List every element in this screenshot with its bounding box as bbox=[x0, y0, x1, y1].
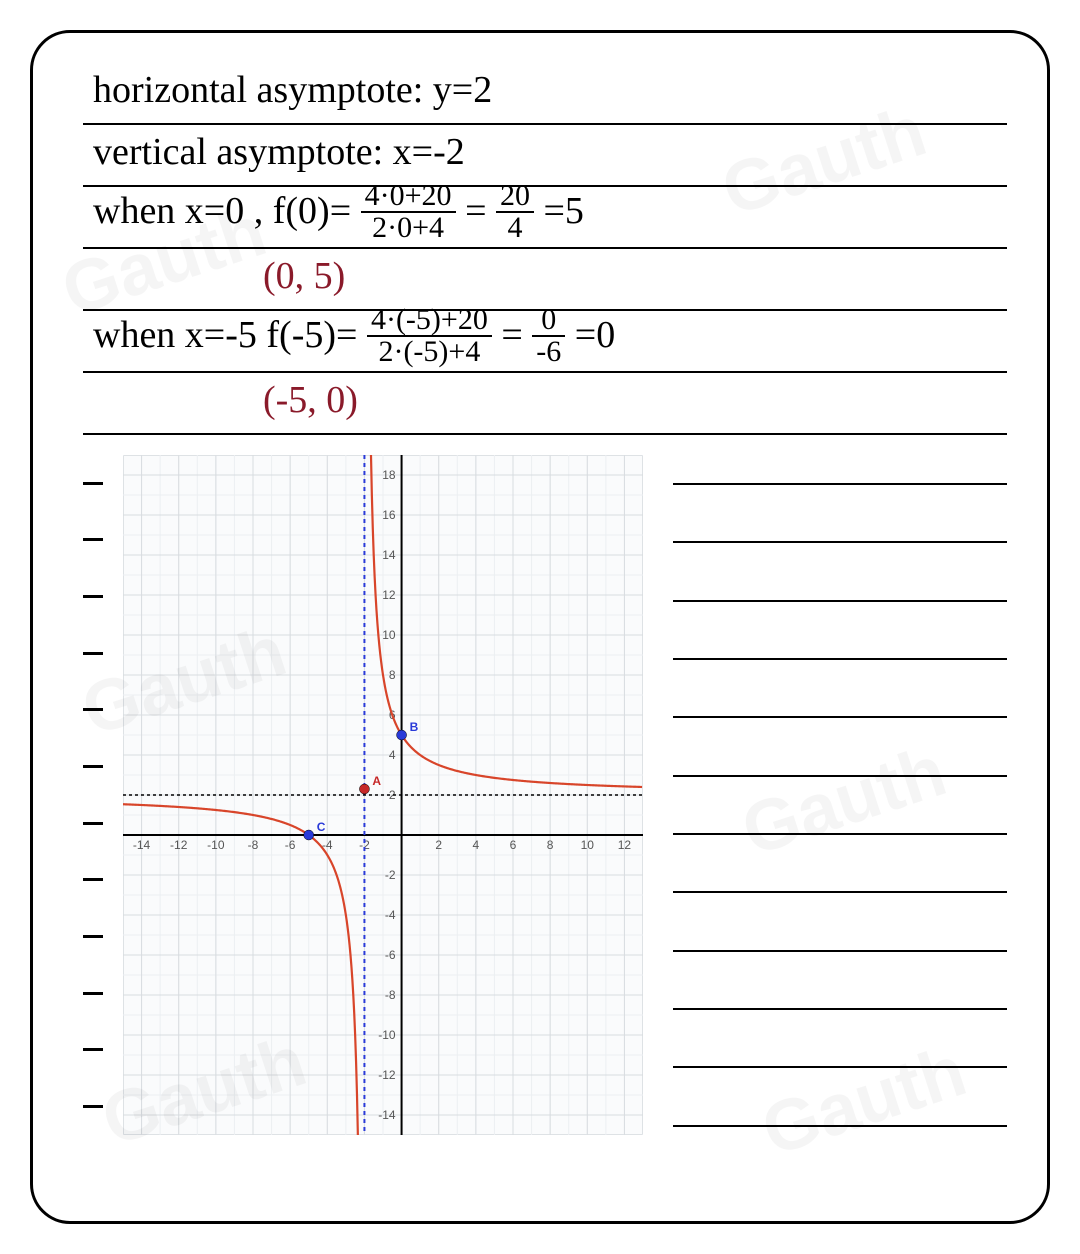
svg-text:16: 16 bbox=[382, 508, 396, 522]
line-horizontal-asymptote: horizontal asymptote: y=2 bbox=[83, 63, 1007, 125]
svg-text:6: 6 bbox=[510, 838, 517, 852]
svg-text:4: 4 bbox=[389, 748, 396, 762]
l5-frac2-den: -6 bbox=[532, 337, 565, 367]
l3-frac2: 20 4 bbox=[496, 181, 534, 243]
l3-frac1-den: 2·0+4 bbox=[361, 213, 456, 243]
text-line-1: horizontal asymptote: y=2 bbox=[93, 59, 492, 121]
svg-text:14: 14 bbox=[382, 548, 396, 562]
svg-text:8: 8 bbox=[547, 838, 554, 852]
svg-text:18: 18 bbox=[382, 468, 396, 482]
l3-prefix: when x=0 , f(0)= bbox=[93, 190, 351, 232]
text-line-4: (0, 5) bbox=[263, 245, 345, 307]
svg-text:-8: -8 bbox=[385, 988, 396, 1002]
line-eval-x0: when x=0 , f(0)= 4·0+20 2·0+4 = 20 4 =5 bbox=[83, 187, 1007, 249]
svg-text:-10: -10 bbox=[378, 1028, 396, 1042]
l5-frac1-den: 2·(-5)+4 bbox=[367, 337, 492, 367]
l3-result: =5 bbox=[544, 190, 584, 232]
svg-text:12: 12 bbox=[382, 588, 396, 602]
l5-frac2-num: 0 bbox=[532, 305, 565, 337]
chart-svg: -14-12-10-8-6-4-224681012-14-12-10-8-6-4… bbox=[123, 455, 643, 1135]
svg-text:-10: -10 bbox=[207, 838, 225, 852]
l5-frac1: 4·(-5)+20 2·(-5)+4 bbox=[367, 305, 492, 367]
l5-eq1: = bbox=[501, 314, 532, 356]
lower-area: -14-12-10-8-6-4-224681012-14-12-10-8-6-4… bbox=[83, 455, 1007, 1155]
line-point-05: (0, 5) bbox=[83, 249, 1007, 311]
svg-text:-6: -6 bbox=[385, 948, 396, 962]
svg-text:-14: -14 bbox=[378, 1108, 396, 1122]
svg-text:-12: -12 bbox=[170, 838, 188, 852]
svg-text:-2: -2 bbox=[385, 868, 396, 882]
text-line-3: when x=0 , f(0)= 4·0+20 2·0+4 = 20 4 =5 bbox=[93, 180, 584, 245]
l3-frac2-num: 20 bbox=[496, 181, 534, 213]
svg-text:A: A bbox=[372, 774, 381, 788]
line-point-neg50: (-5, 0) bbox=[83, 373, 1007, 435]
svg-text:2: 2 bbox=[435, 838, 442, 852]
svg-text:4: 4 bbox=[473, 838, 480, 852]
right-ruled-lines bbox=[643, 455, 1007, 1155]
line-eval-xneg5: when x=-5 f(-5)= 4·(-5)+20 2·(-5)+4 = 0 … bbox=[83, 311, 1007, 373]
svg-text:-12: -12 bbox=[378, 1068, 396, 1082]
text-line-6: (-5, 0) bbox=[263, 369, 358, 431]
svg-text:-8: -8 bbox=[248, 838, 259, 852]
l3-frac1-num: 4·0+20 bbox=[361, 181, 456, 213]
l5-frac2: 0 -6 bbox=[532, 305, 565, 367]
svg-text:C: C bbox=[317, 820, 326, 834]
svg-text:10: 10 bbox=[382, 628, 396, 642]
l5-frac1-num: 4·(-5)+20 bbox=[367, 305, 492, 337]
l5-result: =0 bbox=[575, 314, 615, 356]
svg-text:10: 10 bbox=[581, 838, 595, 852]
text-line-5: when x=-5 f(-5)= 4·(-5)+20 2·(-5)+4 = 0 … bbox=[93, 304, 615, 369]
svg-text:-14: -14 bbox=[133, 838, 151, 852]
chart-container: -14-12-10-8-6-4-224681012-14-12-10-8-6-4… bbox=[83, 455, 643, 1135]
svg-text:B: B bbox=[410, 720, 419, 734]
line-vertical-asymptote: vertical asymptote: x=-2 bbox=[83, 125, 1007, 187]
svg-text:8: 8 bbox=[389, 668, 396, 682]
svg-text:12: 12 bbox=[618, 838, 632, 852]
l3-frac2-den: 4 bbox=[496, 213, 534, 243]
svg-text:-4: -4 bbox=[385, 908, 396, 922]
l3-frac1: 4·0+20 2·0+4 bbox=[361, 181, 456, 243]
page-frame: horizontal asymptote: y=2 vertical asymp… bbox=[30, 30, 1050, 1224]
text-line-2: vertical asymptote: x=-2 bbox=[93, 121, 465, 183]
l3-eq1: = bbox=[465, 190, 496, 232]
l5-prefix: when x=-5 f(-5)= bbox=[93, 314, 357, 356]
svg-text:-6: -6 bbox=[285, 838, 296, 852]
left-tick-marks bbox=[83, 455, 123, 1135]
